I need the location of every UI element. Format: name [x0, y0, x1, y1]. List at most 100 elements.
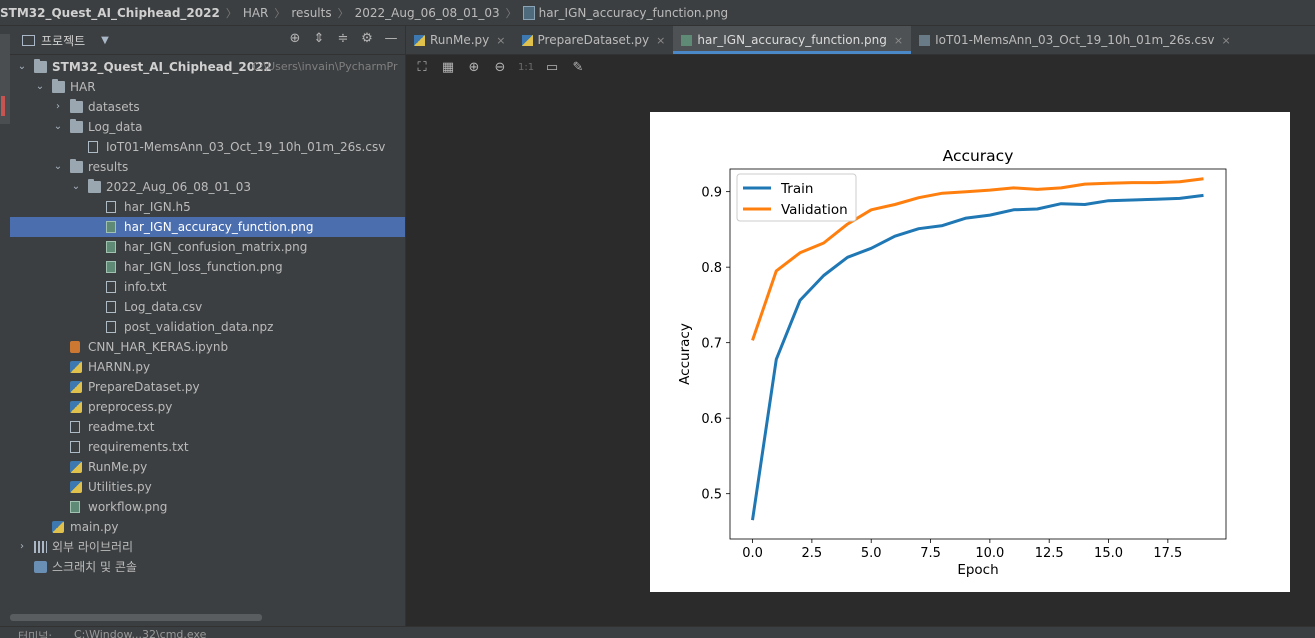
- terminal-tab[interactable]: C:\Window...32\cmd.exe: [74, 628, 207, 638]
- tree-item[interactable]: PrepareDataset.py: [10, 377, 405, 397]
- folder-icon: [70, 99, 83, 113]
- tree-item[interactable]: har_IGN_loss_function.png: [10, 257, 405, 277]
- horizontal-scrollbar[interactable]: [10, 614, 262, 621]
- chevron-right-icon[interactable]: ›: [56, 101, 60, 112]
- tree-item[interactable]: readme.txt: [10, 417, 405, 437]
- tree-item[interactable]: workflow.png: [10, 497, 405, 517]
- editor-tab[interactable]: PrepareDataset.py ×: [514, 26, 674, 54]
- chevron-down-icon[interactable]: ⌄: [17, 61, 27, 72]
- x-tick-label: 15.0: [1094, 546, 1123, 561]
- x-tick-label: 7.5: [920, 546, 941, 561]
- breadcrumb-item-file[interactable]: har_IGN_accuracy_function.png: [538, 5, 729, 20]
- tree-item-label: STM32_Quest_AI_Chiphead_2022: [52, 60, 272, 74]
- minimize-icon[interactable]: —: [384, 31, 398, 46]
- tree-item[interactable]: RunMe.py: [10, 457, 405, 477]
- tree-item[interactable]: › datasets: [10, 97, 405, 117]
- editor-tab[interactable]: IoT01-MemsAnn_03_Oct_19_10h_01m_26s.csv ×: [911, 26, 1239, 54]
- chevron-down-icon[interactable]: ⌄: [35, 81, 45, 92]
- close-icon[interactable]: ×: [656, 33, 666, 47]
- editor-tab[interactable]: har_IGN_accuracy_function.png ×: [673, 26, 912, 54]
- tree-item[interactable]: ⌄ results: [10, 157, 405, 177]
- tree-item[interactable]: CNN_HAR_KERAS.ipynb: [10, 337, 405, 357]
- tree-item[interactable]: ⌄ STM32_Quest_AI_Chiphead_2022 C:\Users\in…: [10, 57, 405, 77]
- series-line-validation: [751, 177, 1204, 341]
- tree-item-label: results: [88, 160, 129, 174]
- tree-item[interactable]: › 외부 라이브러리: [10, 537, 405, 557]
- tree-item[interactable]: har_IGN_accuracy_function.png: [10, 217, 405, 237]
- chevron-down-icon[interactable]: ⌄: [71, 181, 81, 192]
- project-panel-icon: [22, 34, 35, 46]
- image-file-icon: [70, 501, 80, 513]
- close-icon[interactable]: ×: [893, 33, 904, 47]
- python-file-icon: [70, 401, 82, 413]
- tree-item[interactable]: har_IGN.h5: [10, 197, 405, 217]
- tree-item-label: readme.txt: [88, 420, 155, 434]
- tree-item-label: HAR: [70, 80, 96, 94]
- expand-all-icon[interactable]: ⇕: [313, 31, 325, 46]
- y-tick-label: 0.9: [701, 186, 722, 201]
- gear-icon[interactable]: ⚙: [361, 31, 373, 46]
- csv-file-icon: [919, 34, 931, 46]
- tree-item[interactable]: IoT01-MemsAnn_03_Oct_19_10h_01m_26s.csv: [10, 137, 405, 157]
- tree-item[interactable]: info.txt: [10, 277, 405, 297]
- chevron-right-icon: 〉: [225, 6, 237, 20]
- chevron-right-icon: 〉: [337, 6, 349, 20]
- project-panel-title[interactable]: 프로젝트: [41, 33, 86, 48]
- chevron-down-icon[interactable]: ▼: [101, 34, 109, 46]
- tree-item-label: HARNN.py: [88, 360, 151, 374]
- python-file-icon: [70, 461, 82, 473]
- project-tool-window-tab[interactable]: [0, 34, 10, 124]
- fit-icon[interactable]: ⛶: [417, 60, 427, 75]
- tree-item[interactable]: ⌄ HAR: [10, 77, 405, 97]
- breadcrumb-item-run-folder[interactable]: 2022_Aug_06_08_01_03: [354, 5, 500, 20]
- background-icon[interactable]: ▭: [545, 60, 559, 75]
- y-tick-label: 0.5: [701, 488, 722, 503]
- tree-item-path: C:\Users\invain\PycharmPr: [252, 60, 398, 73]
- terminal-label[interactable]: 터미널:: [18, 630, 53, 638]
- tree-item[interactable]: ⌄ 2022_Aug_06_08_01_03: [10, 177, 405, 197]
- tree-item[interactable]: ⌄ Log_data: [10, 117, 405, 137]
- editor-area: RunMe.py × PrepareDataset.py × har_IGN_accur…: [406, 26, 1315, 626]
- close-icon[interactable]: ×: [1221, 33, 1231, 47]
- tree-item[interactable]: main.py: [10, 517, 405, 537]
- zoom-out-icon[interactable]: ⊖: [494, 60, 506, 75]
- tree-item[interactable]: Log_data.csv: [10, 297, 405, 317]
- zoom-in-icon[interactable]: ⊕: [468, 60, 480, 75]
- tree-item[interactable]: HARNN.py: [10, 357, 405, 377]
- tree-item[interactable]: Utilities.py: [10, 477, 405, 497]
- grid-icon[interactable]: ▦: [441, 60, 455, 75]
- editor-tab-label: har_IGN_accuracy_function.png: [697, 33, 887, 47]
- tree-item[interactable]: 스크래치 및 콘솔: [10, 557, 405, 577]
- editor-tab[interactable]: RunMe.py ×: [406, 26, 514, 54]
- tree-item-label: main.py: [70, 520, 119, 534]
- collapse-all-icon[interactable]: ≑: [337, 31, 349, 46]
- tree-item-label: IoT01-MemsAnn_03_Oct_19_10h_01m_26s.csv: [106, 140, 386, 154]
- scratch-icon: [34, 561, 47, 573]
- tree-item-label: post_validation_data.npz: [124, 320, 274, 334]
- editor-tab-label: RunMe.py: [430, 33, 490, 47]
- project-panel: 프로젝트 ▼ ⊕ ⇕ ≑ ⚙ — ⌄ STM32_Quest_AI_Chiphea…: [10, 26, 406, 626]
- chevron-right-icon: 〉: [505, 6, 517, 20]
- y-tick-label: 0.8: [701, 261, 722, 276]
- chevron-down-icon[interactable]: ⌄: [53, 121, 63, 132]
- breadcrumb-item-project[interactable]: STM32_Quest_AI_Chiphead_2022: [0, 5, 220, 20]
- tree-item[interactable]: requirements.txt: [10, 437, 405, 457]
- tree-item-label: har_IGN_confusion_matrix.png: [124, 240, 308, 254]
- legend-label: Validation: [781, 202, 848, 218]
- chart-title: Accuracy: [943, 147, 1014, 165]
- chevron-right-icon[interactable]: ›: [20, 541, 24, 552]
- breadcrumb-item-har[interactable]: HAR: [242, 5, 269, 20]
- image-file-icon: [681, 34, 693, 46]
- tree-item-label: datasets: [88, 100, 140, 114]
- target-icon[interactable]: ⊕: [289, 31, 301, 46]
- tree-item[interactable]: post_validation_data.npz: [10, 317, 405, 337]
- chevron-down-icon[interactable]: ⌄: [53, 161, 63, 172]
- tree-item[interactable]: har_IGN_confusion_matrix.png: [10, 237, 405, 257]
- accuracy-chart: 0.0 2.5 5.0 7.5 10.0 12.5 15.0 17.5 0.5 0.6 0.7 0.8…: [677, 147, 1227, 578]
- breadcrumb-item-results[interactable]: results: [291, 5, 332, 20]
- close-icon[interactable]: ×: [496, 33, 506, 47]
- actual-size-label[interactable]: 1:1: [518, 62, 535, 73]
- color-picker-icon[interactable]: ✎: [572, 60, 584, 75]
- folder-icon: [88, 179, 101, 193]
- tree-item[interactable]: preprocess.py: [10, 397, 405, 417]
